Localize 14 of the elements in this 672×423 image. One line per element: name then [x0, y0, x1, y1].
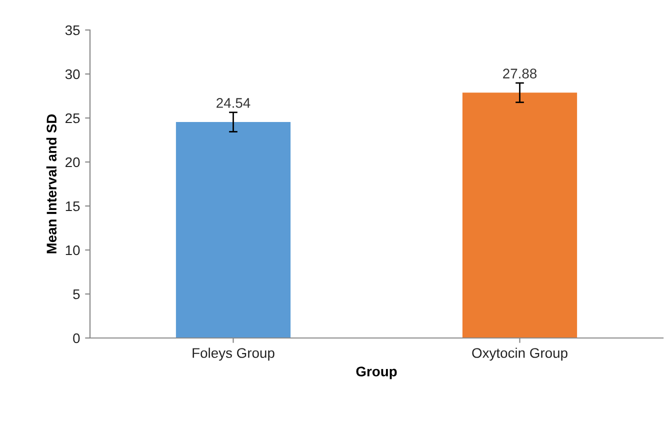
- y-tick-label: 25: [66, 113, 80, 124]
- x-tick-label: Foleys Group: [192, 348, 274, 361]
- data-label: 24.54: [216, 98, 250, 108]
- x-tick-label: Oxytocin Group: [472, 348, 568, 361]
- y-tick-label: 10: [66, 245, 80, 256]
- y-tick-label: 0: [73, 333, 80, 344]
- y-tick-label: 15: [66, 201, 80, 212]
- y-tick-label: 30: [65, 69, 80, 80]
- x-axis-title: Group: [356, 366, 397, 380]
- y-tick-label: 5: [73, 289, 80, 300]
- data-label: 27.88: [503, 68, 537, 78]
- y-axis-title: Mean Interval and SD: [46, 114, 57, 254]
- y-tick-label: 35: [65, 25, 80, 36]
- y-tick-label: 20: [66, 157, 80, 168]
